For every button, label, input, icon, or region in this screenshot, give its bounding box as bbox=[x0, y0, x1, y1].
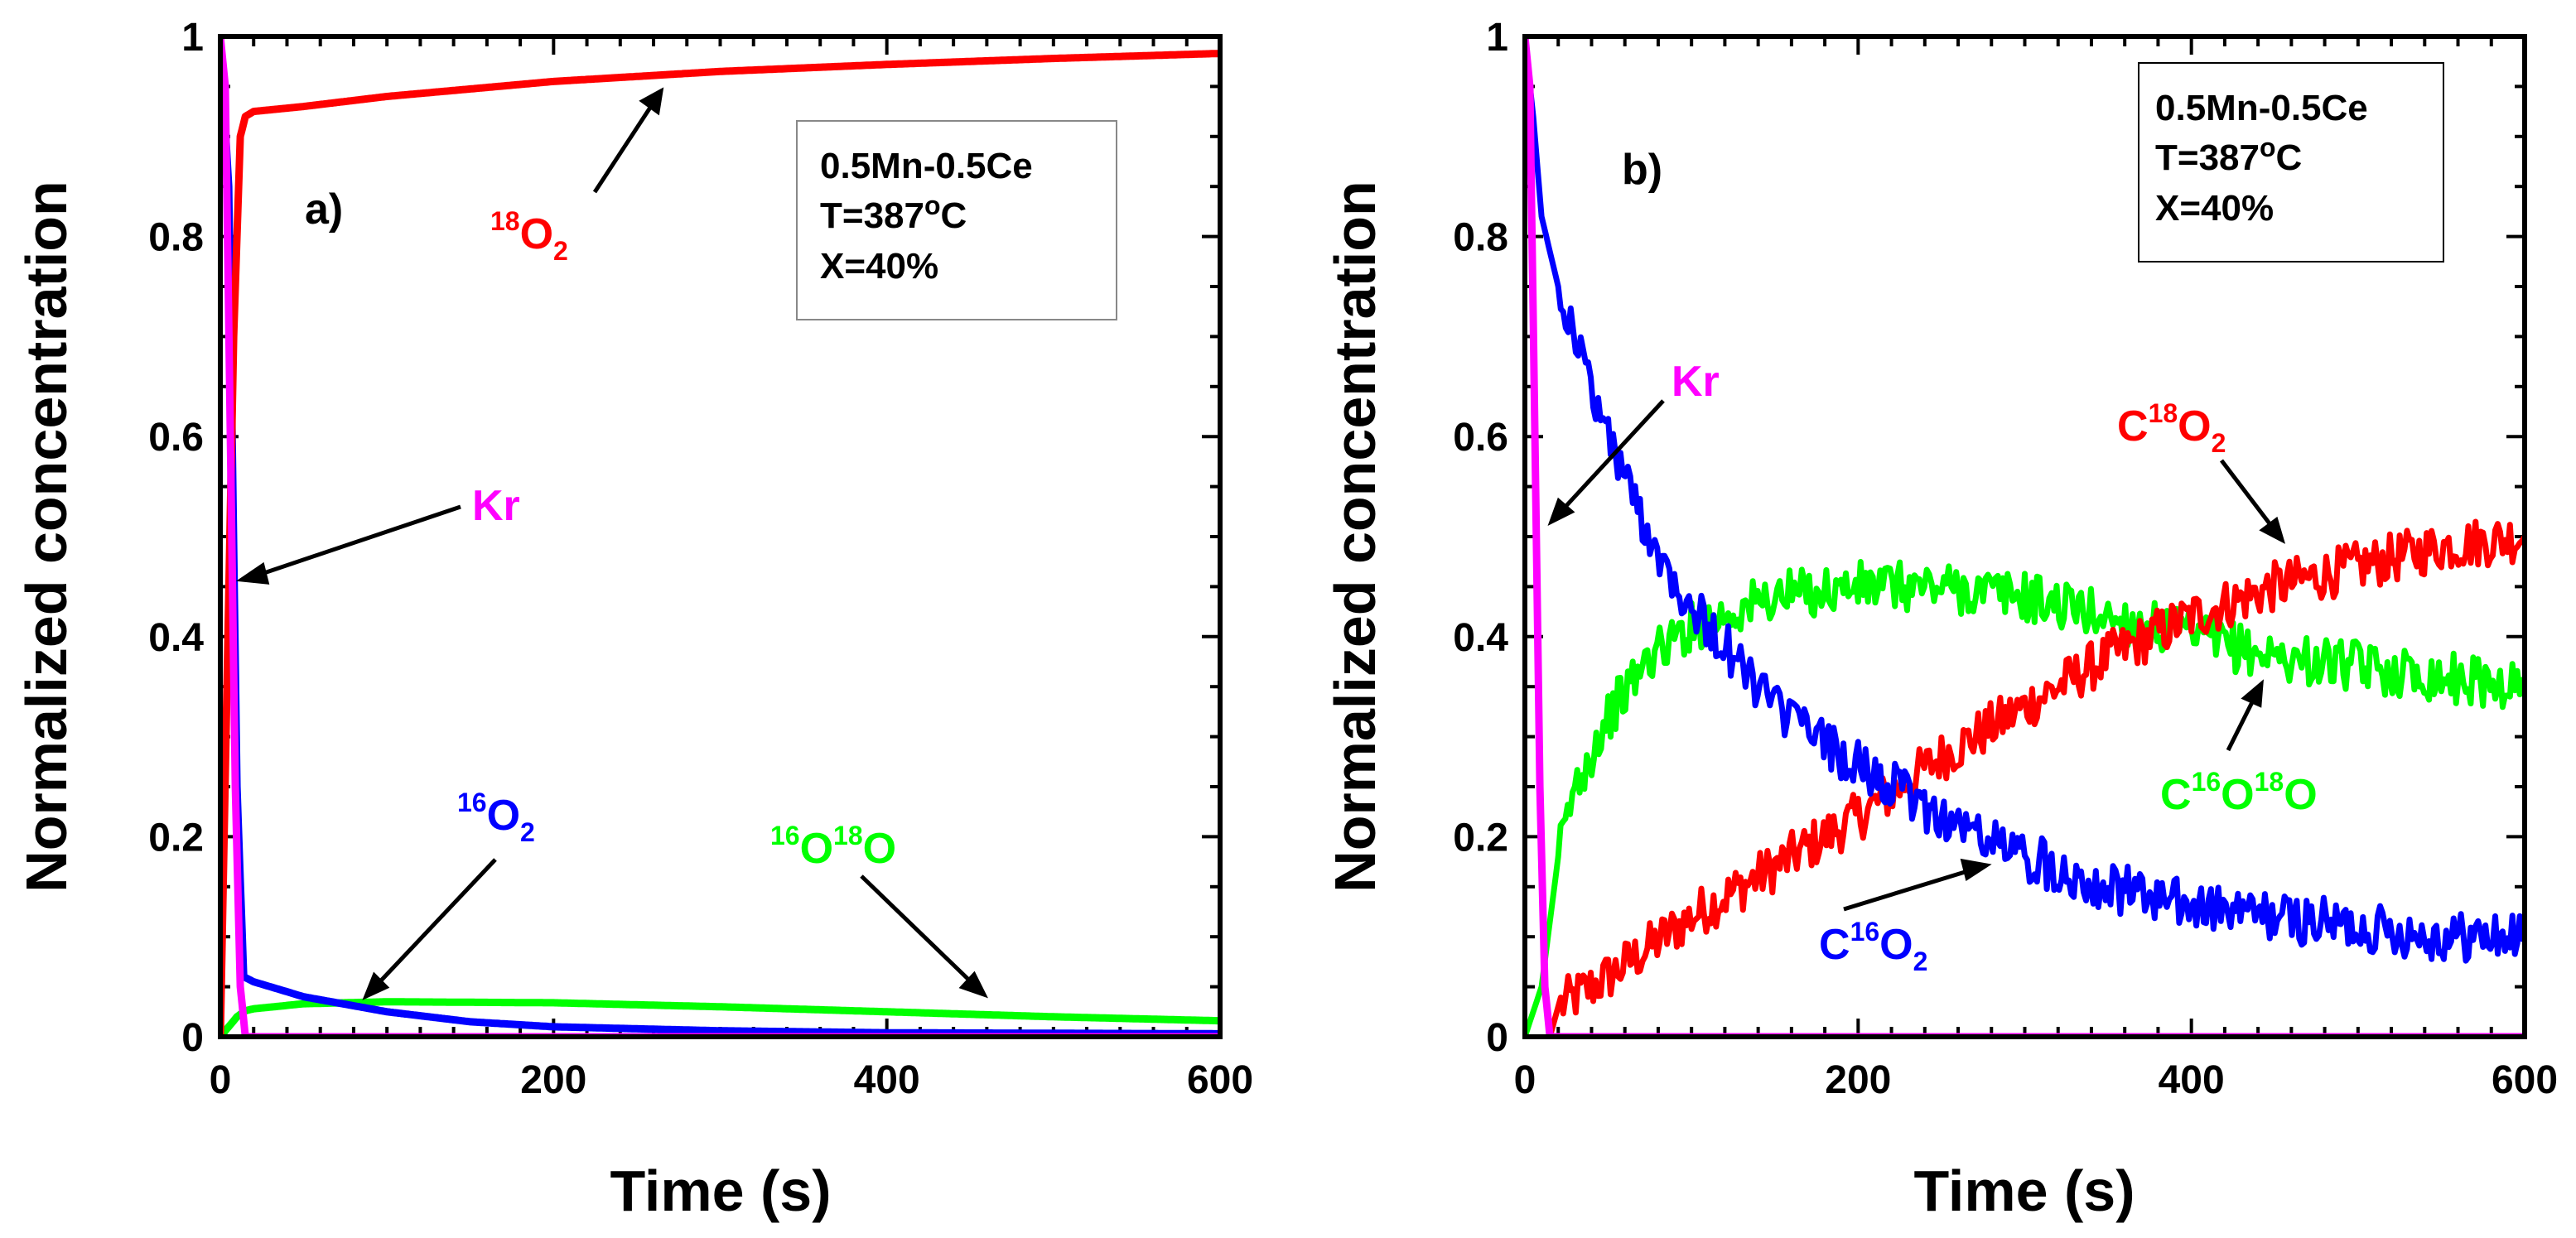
panel-b-ytick-label: 0.8 bbox=[1453, 216, 1508, 260]
panel-b-ylabel: Normalized concentration bbox=[1323, 181, 1387, 893]
panel-a-xtick-label: 0 bbox=[210, 1058, 232, 1102]
panel-b-xtick-label: 0 bbox=[1514, 1058, 1536, 1102]
arrowhead-18o2-a bbox=[639, 87, 664, 116]
panel-a-ytick-label: 1 bbox=[181, 16, 204, 60]
panel-a-info-box bbox=[796, 120, 1117, 320]
series-line-c16o18o-b bbox=[1525, 559, 2525, 1037]
panel-a-xtick-label: 400 bbox=[854, 1058, 920, 1102]
panel-a-ytick-label: 0.2 bbox=[148, 816, 204, 860]
panel-a-info-line3: X=40% bbox=[820, 246, 938, 287]
label-16o2-a: 16O2 bbox=[457, 788, 535, 847]
arrow-16o2-a bbox=[367, 858, 497, 995]
panel-b-xtick-label: 200 bbox=[1825, 1058, 1891, 1102]
series-line-18o2-a bbox=[220, 50, 1220, 1037]
panel-b-arrows bbox=[1547, 399, 2286, 912]
panel-b-ytick-label: 0.6 bbox=[1453, 416, 1508, 460]
arrowhead-16o2-a bbox=[362, 971, 390, 1000]
panel-a-xtick-label: 200 bbox=[520, 1058, 586, 1102]
series-line-c16o2-b bbox=[1525, 36, 2525, 964]
label-18o2-a: 18O2 bbox=[490, 206, 568, 266]
panel-b-xtick-label: 400 bbox=[2159, 1058, 2225, 1102]
panel-a-frame bbox=[218, 34, 1223, 1039]
panel-b-frame bbox=[1522, 34, 2527, 1039]
arrowhead-kr-a bbox=[235, 561, 270, 585]
label-16o18o-a: 16O18O bbox=[770, 821, 896, 873]
panel-a-xlabel: Time (s) bbox=[610, 1159, 831, 1223]
panel-b-info-line3: X=40% bbox=[2155, 188, 2274, 229]
panel-b-info-box bbox=[2138, 62, 2444, 263]
series-line-c18o2-b bbox=[1546, 518, 2525, 1037]
panel-a-info-line1: 0.5Mn-0.5Ce bbox=[820, 146, 1033, 186]
panel-a-info-line2: T=387oC bbox=[820, 190, 967, 236]
arrow-c16o2-b bbox=[1843, 864, 1985, 912]
series-line-16o18o-a bbox=[220, 998, 1220, 1037]
panel-b-ytick-label: 1 bbox=[1486, 16, 1508, 60]
panel-b-xtick-label: 600 bbox=[2492, 1058, 2558, 1102]
panel-a-ytick-label: 0.4 bbox=[148, 616, 204, 660]
arrow-kr-b bbox=[1552, 399, 1665, 521]
panel-a-ytick-label: 0 bbox=[181, 1016, 204, 1060]
panel-a-ylabel: Normalized concentration bbox=[14, 181, 79, 893]
panel-b-xlabel: Time (s) bbox=[1913, 1159, 2135, 1223]
panel-b-ytick-label: 0.4 bbox=[1453, 616, 1508, 660]
panel-b-label: b) bbox=[1622, 146, 1662, 194]
panel-a-ytick-label: 0.6 bbox=[148, 416, 204, 460]
panel-a: 0 0.2 0.4 0.6 0.8 1 0 200 400 600 Normalized con… bbox=[14, 16, 1253, 1223]
label-c16o2-b: C16O2 bbox=[1819, 917, 1927, 976]
arrowhead-16o18o-a bbox=[958, 971, 988, 999]
panel-b-ytick-label: 0.2 bbox=[1453, 816, 1508, 860]
panel-a-label: a) bbox=[305, 185, 343, 234]
arrowhead-c18o2-b bbox=[2259, 516, 2286, 544]
arrow-16o18o-a bbox=[860, 874, 983, 994]
arrow-kr-a bbox=[244, 504, 461, 582]
panel-a-xtick-label: 600 bbox=[1187, 1058, 1253, 1102]
label-c18o2-b: C18O2 bbox=[2117, 398, 2226, 458]
panel-a-arrows bbox=[235, 87, 988, 1000]
label-c16o18o-b: C16O18O bbox=[2160, 767, 2318, 819]
arrowhead-c16o18o-b bbox=[2241, 679, 2264, 708]
arrowhead-c16o2-b bbox=[1960, 858, 1992, 882]
panel-b-ytick-label: 0 bbox=[1486, 1016, 1508, 1060]
label-kr-a: Kr bbox=[472, 482, 520, 530]
arrowhead-kr-b bbox=[1547, 497, 1575, 527]
panel-a-ytick-label: 0.8 bbox=[148, 216, 204, 260]
panel-b-info-line2: T=387oC bbox=[2155, 132, 2302, 178]
label-kr-b: Kr bbox=[1672, 358, 1720, 406]
panel-b: 0 0.2 0.4 0.6 0.8 1 0 200 400 600 Normalized con… bbox=[1323, 16, 2558, 1223]
panel-b-info-line1: 0.5Mn-0.5Ce bbox=[2155, 88, 2368, 128]
